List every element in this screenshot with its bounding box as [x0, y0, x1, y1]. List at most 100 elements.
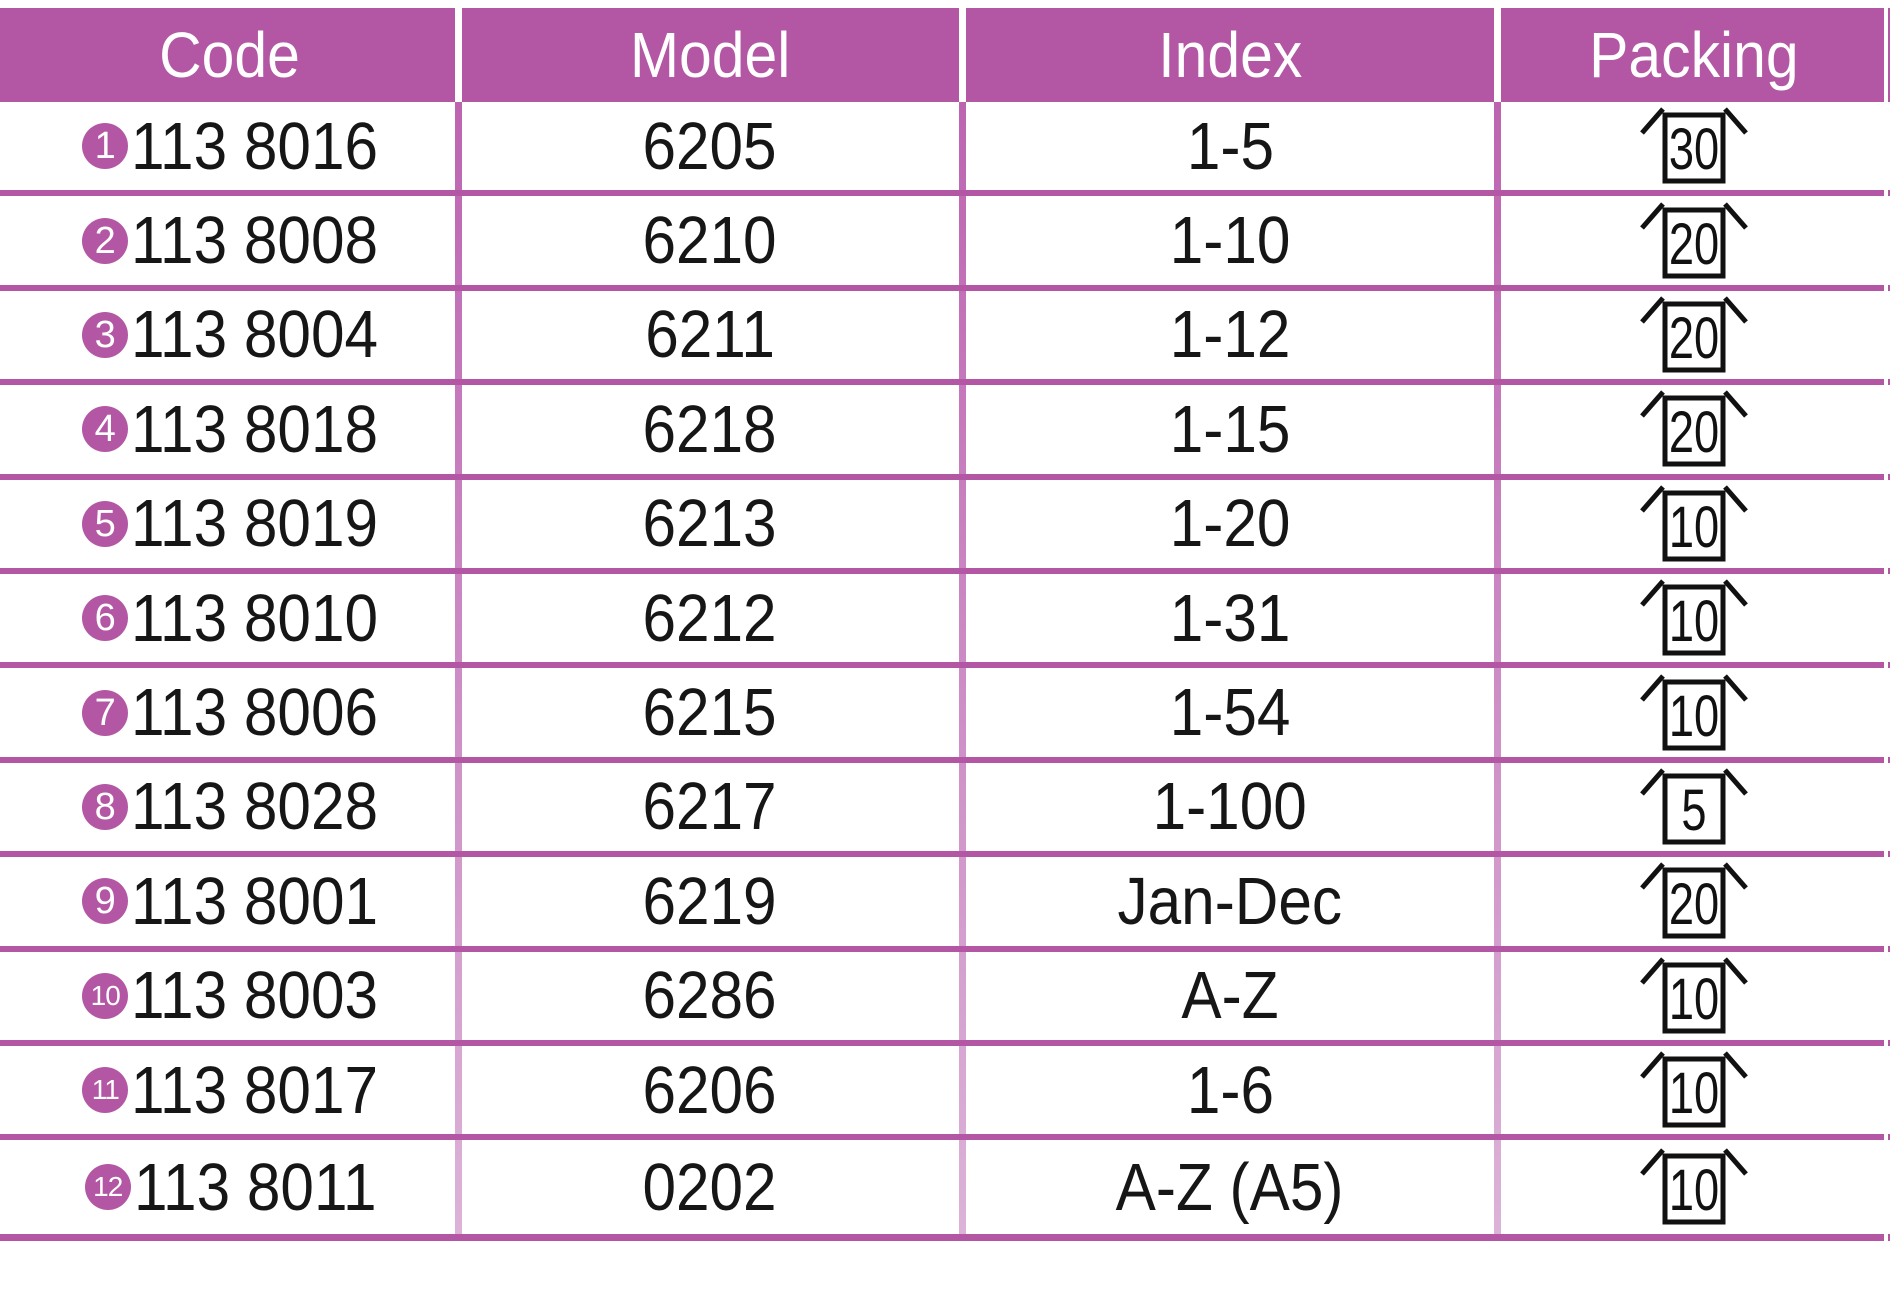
code-cell: 5 113 8019 — [0, 480, 458, 568]
model-cell: 0202 — [458, 1140, 962, 1234]
index-cell: 1-20 — [962, 480, 1498, 568]
table-body: 1 113 8016 6205 1-5 30 — [0, 102, 1890, 1235]
code-value: 113 8017 — [131, 1052, 379, 1128]
packing-cell: 10 — [1498, 480, 1890, 568]
carton-box-quantity-icon: 10 — [1640, 957, 1748, 1034]
code-cell: 7 113 8006 — [0, 668, 458, 756]
packing-cell: 20 — [1498, 291, 1890, 379]
box-outline — [1662, 301, 1726, 373]
model-cell: 6218 — [458, 385, 962, 473]
code-value: 113 8019 — [131, 486, 379, 562]
code-cell: 8 113 8028 — [0, 763, 458, 851]
box-flap-left — [1640, 957, 1665, 985]
packing-cell: 5 — [1498, 763, 1890, 851]
box-outline — [1662, 1153, 1726, 1225]
box-flap-right — [1723, 862, 1748, 890]
row-number-badge: 4 — [82, 406, 129, 453]
packing-quantity: 20 — [1669, 307, 1719, 372]
box-outline — [1662, 207, 1726, 279]
right-edge-gap — [1884, 0, 1888, 1307]
code-cell: 10 113 8003 — [0, 952, 458, 1040]
carton-box-quantity-icon: 20 — [1640, 201, 1748, 279]
packing-quantity: 20 — [1669, 401, 1719, 466]
header-column-gap — [455, 8, 462, 102]
row-number-badge: 12 — [84, 1164, 131, 1211]
column-header-label: Packing — [1589, 19, 1799, 91]
model-value: 6218 — [642, 391, 778, 467]
row-number-badge: 8 — [82, 783, 129, 830]
carton-box-quantity-icon: 5 — [1640, 768, 1748, 845]
packing-cell: 20 — [1498, 385, 1890, 473]
box-outline — [1662, 112, 1726, 184]
box-flap-left — [1640, 201, 1665, 230]
table-row: 8 113 8028 6217 1-100 5 — [0, 763, 1890, 858]
row-number-badge: 5 — [82, 500, 129, 547]
index-value: 1-100 — [1152, 769, 1308, 845]
box-outline — [1662, 584, 1726, 656]
header-cell-code: Code — [0, 8, 458, 102]
model-value: 6205 — [642, 108, 778, 184]
model-value: 6219 — [642, 863, 778, 939]
index-value: 1-20 — [1169, 486, 1291, 562]
code-cell: 1 113 8016 — [0, 102, 458, 190]
code-value: 113 8008 — [131, 203, 379, 279]
column-header-label: Index — [1157, 19, 1303, 91]
model-value: 6212 — [642, 580, 778, 656]
header-cell-index: Index — [962, 8, 1498, 102]
packing-cell: 20 — [1498, 857, 1890, 945]
model-value: 6210 — [642, 203, 778, 279]
table-row: 7 113 8006 6215 1-54 10 — [0, 668, 1890, 763]
model-cell: 6215 — [458, 668, 962, 756]
index-value: Jan-Dec — [1117, 863, 1343, 939]
model-cell: 6211 — [458, 291, 962, 379]
packing-quantity: 20 — [1669, 212, 1719, 277]
packing-cell: 20 — [1498, 196, 1890, 284]
table-row: 11 113 8017 6206 1-6 10 — [0, 1046, 1890, 1141]
box-flap-right — [1723, 1051, 1748, 1079]
packing-quantity: 10 — [1669, 1159, 1719, 1224]
model-value: 6206 — [642, 1052, 778, 1128]
code-cell: 12 113 8011 — [0, 1140, 458, 1234]
model-value: 6286 — [642, 958, 778, 1034]
box-flap-right — [1723, 485, 1748, 513]
model-cell: 6206 — [458, 1046, 962, 1134]
model-value: 6217 — [642, 769, 778, 845]
table-row: 10 113 8003 6286 A-Z 10 — [0, 952, 1890, 1046]
code-value: 113 8028 — [131, 769, 379, 845]
box-flap-left — [1640, 1148, 1665, 1177]
code-cell: 4 113 8018 — [0, 385, 458, 473]
table-bottom-border — [0, 1234, 1890, 1241]
row-number-badge: 7 — [82, 689, 129, 736]
carton-box-quantity-icon: 20 — [1640, 390, 1748, 467]
packing-cell: 10 — [1498, 668, 1890, 756]
index-cell: 1-5 — [962, 102, 1498, 190]
model-value: 6211 — [645, 297, 775, 373]
table-row: 6 113 8010 6212 1-31 10 — [0, 574, 1890, 669]
box-flap-right — [1723, 390, 1748, 419]
code-value: 113 8010 — [131, 580, 379, 656]
box-flap-left — [1640, 107, 1665, 135]
packing-cell: 10 — [1498, 574, 1890, 662]
code-cell: 9 113 8001 — [0, 857, 458, 945]
table-row: 4 113 8018 6218 1-15 20 — [0, 385, 1890, 480]
model-value: 0202 — [642, 1149, 778, 1225]
packing-quantity: 10 — [1669, 684, 1719, 749]
index-cell: 1-54 — [962, 668, 1498, 756]
code-value: 113 8004 — [131, 297, 379, 373]
index-value: 1-10 — [1169, 203, 1291, 279]
model-cell: 6212 — [458, 574, 962, 662]
index-cell: A-Z (A5) — [962, 1140, 1498, 1234]
code-value: 113 8016 — [131, 108, 379, 184]
carton-box-quantity-icon: 10 — [1640, 1051, 1748, 1128]
index-cell: 1-10 — [962, 196, 1498, 284]
table-row: 2 113 8008 6210 1-10 20 — [0, 196, 1890, 291]
carton-box-quantity-icon: 30 — [1640, 107, 1748, 184]
code-cell: 3 113 8004 — [0, 291, 458, 379]
table-row: 12 113 8011 0202 A-Z (A5) 10 — [0, 1140, 1890, 1234]
code-value: 113 8006 — [131, 675, 379, 751]
carton-box-quantity-icon: 10 — [1640, 485, 1748, 562]
box-outline — [1662, 395, 1726, 467]
row-number-badge: 2 — [82, 217, 129, 264]
code-value: 113 8018 — [131, 391, 379, 467]
header-cell-model: Model — [458, 8, 962, 102]
